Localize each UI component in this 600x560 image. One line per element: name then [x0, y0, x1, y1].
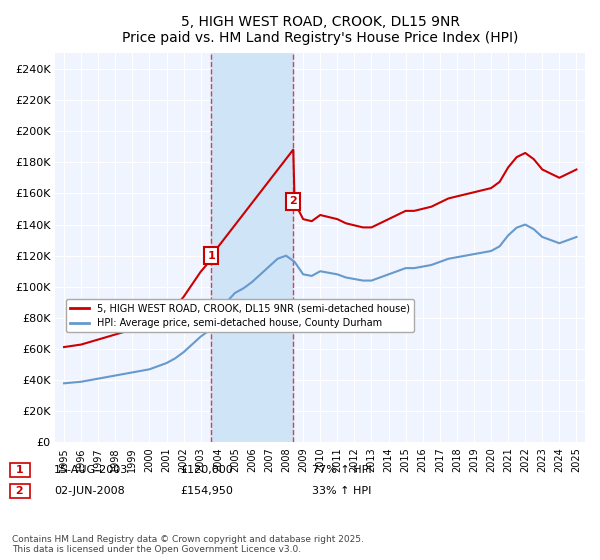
Text: 02-JUN-2008: 02-JUN-2008: [54, 486, 125, 496]
Text: 77% ↑ HPI: 77% ↑ HPI: [312, 465, 371, 475]
Legend: 5, HIGH WEST ROAD, CROOK, DL15 9NR (semi-detached house), HPI: Average price, se: 5, HIGH WEST ROAD, CROOK, DL15 9NR (semi…: [65, 300, 413, 332]
Text: 2: 2: [289, 196, 297, 206]
Text: 1: 1: [208, 251, 215, 260]
Text: 33% ↑ HPI: 33% ↑ HPI: [312, 486, 371, 496]
Bar: [211, 53, 293, 442]
Text: 2: 2: [12, 486, 28, 496]
Text: 15-AUG-2003: 15-AUG-2003: [54, 465, 128, 475]
Title: 5, HIGH WEST ROAD, CROOK, DL15 9NR
Price paid vs. HM Land Registry's House Price: 5, HIGH WEST ROAD, CROOK, DL15 9NR Price…: [122, 15, 518, 45]
Text: £120,000: £120,000: [180, 465, 233, 475]
Text: Contains HM Land Registry data © Crown copyright and database right 2025.
This d: Contains HM Land Registry data © Crown c…: [12, 535, 364, 554]
Text: 1: 1: [12, 465, 28, 475]
Text: £154,950: £154,950: [180, 486, 233, 496]
